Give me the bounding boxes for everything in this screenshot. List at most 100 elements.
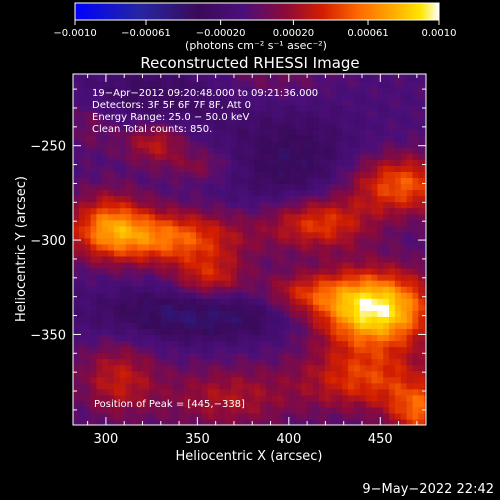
heatmap-cell [225, 382, 232, 390]
heatmap-cell [90, 183, 98, 191]
heatmap-cell [125, 98, 133, 106]
heatmap-cell [119, 177, 127, 185]
heatmap-cell [219, 418, 226, 425]
heatmap-cell [190, 147, 197, 154]
heatmap-cell [283, 352, 291, 360]
heatmap-cell [272, 370, 279, 378]
heatmap-cell [307, 255, 314, 263]
heatmap-cell [195, 249, 203, 257]
heatmap-cell [231, 394, 238, 402]
heatmap-cell [324, 298, 332, 305]
heatmap-cell [143, 334, 150, 342]
heatmap-cell [178, 92, 185, 100]
heatmap-cell [207, 74, 215, 82]
heatmap-cell [359, 243, 367, 251]
heatmap-cell [172, 304, 179, 311]
heatmap-cell [172, 364, 179, 372]
heatmap-cell [166, 352, 174, 360]
heatmap-cell [277, 310, 285, 317]
heatmap-cell [272, 183, 279, 191]
heatmap-cell [149, 274, 156, 281]
heatmap-cell [73, 74, 80, 76]
heatmap-cell [184, 358, 191, 366]
heatmap-cell [213, 316, 220, 323]
heatmap-cell [289, 243, 297, 251]
heatmap-cell [225, 225, 232, 233]
heatmap-cell [318, 412, 326, 420]
heatmap-cell [365, 340, 373, 348]
heatmap-cell [418, 189, 425, 197]
heatmap-cell [160, 153, 168, 160]
heatmap-cell [283, 195, 291, 203]
heatmap-cell [242, 412, 250, 420]
heatmap-cell [172, 153, 179, 160]
heatmap-cell [406, 201, 414, 209]
heatmap-cell [137, 322, 144, 329]
heatmap-cell [160, 117, 168, 124]
heatmap-cell [359, 231, 367, 239]
heatmap-cell [231, 219, 238, 227]
heatmap-cell [201, 135, 209, 142]
heatmap-cell [166, 201, 174, 209]
heatmap-cell [400, 310, 408, 317]
heatmap-cell [78, 237, 86, 245]
heatmap-cell [231, 406, 238, 414]
heatmap-cell [342, 80, 349, 88]
heatmap-cell [406, 334, 414, 342]
heatmap-cell [418, 147, 425, 154]
heatmap-cell [301, 129, 308, 136]
heatmap-cell [190, 352, 197, 360]
heatmap-cell [108, 117, 115, 124]
heatmap-cell [225, 129, 232, 136]
heatmap-cell [84, 382, 92, 390]
heatmap-cell [195, 267, 203, 275]
heatmap-cell [394, 207, 402, 215]
heatmap-cell [143, 388, 150, 396]
heatmap-cell [102, 135, 109, 142]
heatmap-cell [406, 98, 414, 106]
heatmap-cell [102, 195, 109, 203]
heatmap-cell [342, 364, 349, 372]
heatmap-cell [394, 364, 402, 372]
heatmap-cell [348, 237, 355, 245]
heatmap-cell [172, 213, 179, 221]
heatmap-cell [137, 92, 144, 100]
heatmap-cell [389, 249, 396, 257]
heatmap-cell [394, 394, 402, 402]
heatmap-cell [78, 189, 86, 197]
heatmap-cell [236, 141, 244, 148]
heatmap-cell [324, 80, 332, 88]
heatmap-cell [377, 394, 384, 402]
heatmap-cell [318, 267, 326, 275]
heatmap-cell [219, 292, 226, 299]
heatmap-cell [266, 165, 273, 172]
heatmap-cell [73, 376, 80, 384]
heatmap-cell [131, 304, 138, 311]
heatmap-cell [266, 334, 273, 342]
heatmap-cell [125, 86, 133, 94]
heatmap-cell [389, 195, 396, 203]
heatmap-cell [149, 213, 156, 221]
heatmap-cell [424, 418, 426, 425]
heatmap-cell [254, 418, 261, 425]
heatmap-cell [190, 165, 197, 172]
heatmap-cell [283, 110, 291, 118]
heatmap-cell [312, 92, 320, 100]
heatmap-cell [219, 183, 226, 191]
heatmap-cell [406, 298, 414, 305]
heatmap-cell [178, 86, 185, 94]
heatmap-cell [225, 358, 232, 366]
heatmap-cell [254, 370, 261, 378]
heatmap-cell [266, 364, 273, 372]
heatmap-cell [102, 129, 109, 136]
heatmap-cell [266, 110, 273, 118]
heatmap-cell [330, 267, 337, 275]
heatmap-cell [184, 310, 191, 317]
heatmap-cell [307, 225, 314, 233]
heatmap-cell [336, 316, 343, 323]
heatmap-cell [266, 249, 273, 257]
heatmap-cell [371, 207, 378, 215]
heatmap-cell [283, 334, 291, 342]
heatmap-cell [365, 74, 373, 76]
heatmap-cell [149, 334, 156, 342]
